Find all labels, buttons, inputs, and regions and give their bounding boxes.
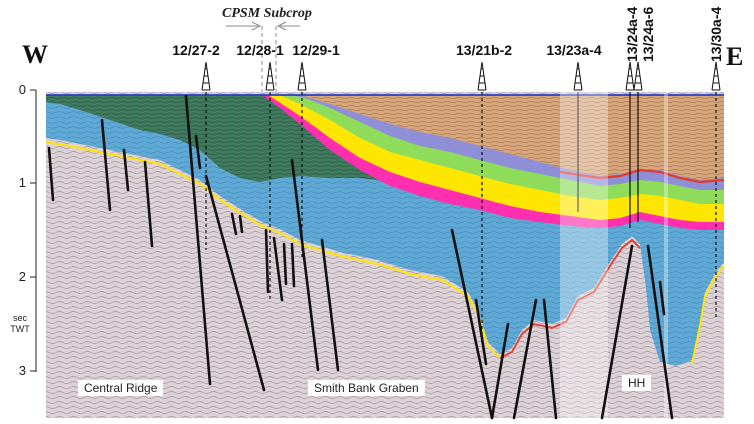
fault <box>320 238 340 372</box>
well-derrick-icon <box>265 61 275 91</box>
well-derrick-icon <box>477 61 487 91</box>
fault <box>194 134 202 170</box>
west-label: W <box>22 40 48 69</box>
well-label-12-28-1: 12/28-1 <box>236 42 284 58</box>
subcrop-label: CPSM Subcrop <box>222 6 312 21</box>
fault <box>47 146 55 202</box>
fault <box>272 236 284 302</box>
fault-lines <box>47 94 674 420</box>
fault <box>542 298 558 420</box>
area-label-central-ridge: Central Ridge <box>78 380 164 396</box>
well-derrick-icon <box>297 61 307 91</box>
well-derrick-icon <box>711 61 721 91</box>
time-unit-sec: sec <box>12 313 27 323</box>
subcrop-bracket <box>226 21 300 92</box>
fault <box>490 322 510 420</box>
fault <box>450 228 494 420</box>
fault <box>646 244 674 420</box>
time-tick-1: 1 <box>18 175 26 190</box>
well-label-13-24a-6: 13/24a-6 <box>640 6 656 62</box>
well-derrick-icon <box>201 61 211 91</box>
fault <box>512 298 538 420</box>
fault <box>122 148 130 192</box>
well-label-12-29-1: 12/29-1 <box>292 42 340 58</box>
fault <box>290 158 320 372</box>
orange-unit-layer <box>300 95 725 184</box>
time-unit-label: sec TWT <box>6 313 34 335</box>
fault <box>143 160 154 248</box>
fault <box>600 244 634 420</box>
fault <box>264 228 270 294</box>
well-label-12-27-2: 12/27-2 <box>172 42 220 58</box>
fault <box>238 214 244 234</box>
area-label-hh: HH <box>622 375 652 391</box>
well-label-13-23a-4: 13/23a-4 <box>546 42 602 58</box>
time-tick-2: 2 <box>18 269 26 284</box>
fault <box>290 242 296 288</box>
well-label-13-24a-4: 13/24a-4 <box>624 6 640 62</box>
area-label-smith-bank-graben: Smith Bank Graben <box>308 380 425 396</box>
well-label-13-21b-2: 13/21b-2 <box>455 42 513 58</box>
well-derrick-icon <box>633 61 643 91</box>
time-unit-twt: TWT <box>10 324 30 334</box>
time-tick-3: 3 <box>18 363 26 378</box>
well-derrick-icon <box>625 61 635 91</box>
fault <box>474 298 488 366</box>
well-symbols <box>201 61 721 91</box>
fault <box>230 212 238 236</box>
fault <box>282 242 288 286</box>
highlight-zones <box>560 92 668 418</box>
fault <box>204 174 266 392</box>
horizon-lines <box>45 94 725 365</box>
east-label: E <box>726 42 744 71</box>
fault <box>100 118 112 212</box>
time-tick-0: 0 <box>18 82 26 97</box>
time-axis <box>30 89 37 372</box>
well-label-13-30a-4: 13/30a-4 <box>708 6 724 62</box>
fault <box>184 94 212 386</box>
well-derrick-icon <box>573 61 583 91</box>
well-tracks <box>205 92 717 340</box>
fault <box>658 280 666 316</box>
